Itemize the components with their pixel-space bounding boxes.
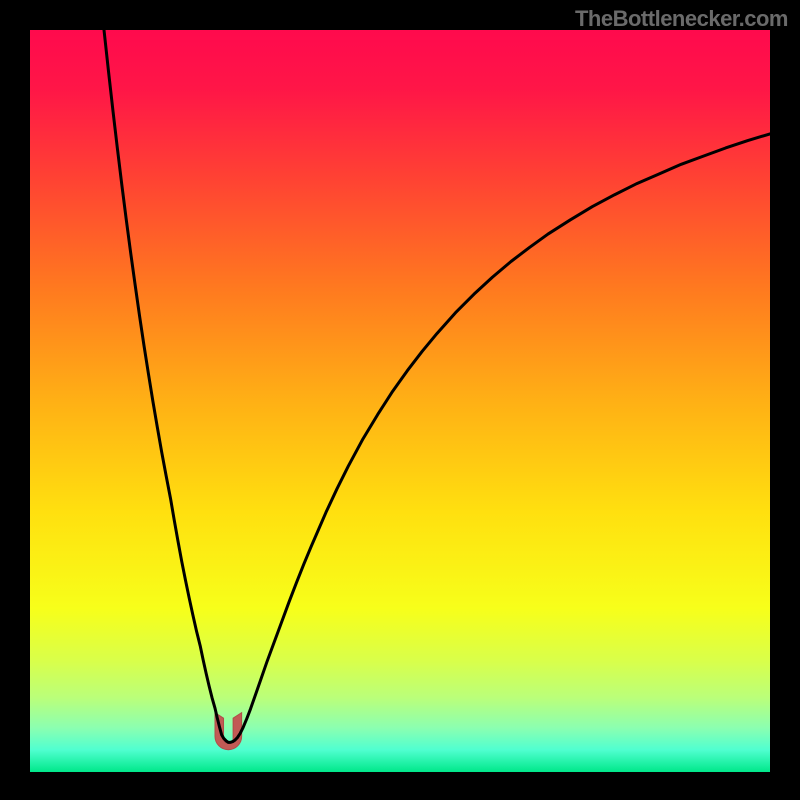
watermark-text: TheBottlenecker.com [575, 6, 788, 32]
gradient-background [30, 30, 770, 772]
plot-area [30, 30, 770, 772]
chart-container: TheBottlenecker.com [0, 0, 800, 800]
chart-svg [30, 30, 770, 772]
